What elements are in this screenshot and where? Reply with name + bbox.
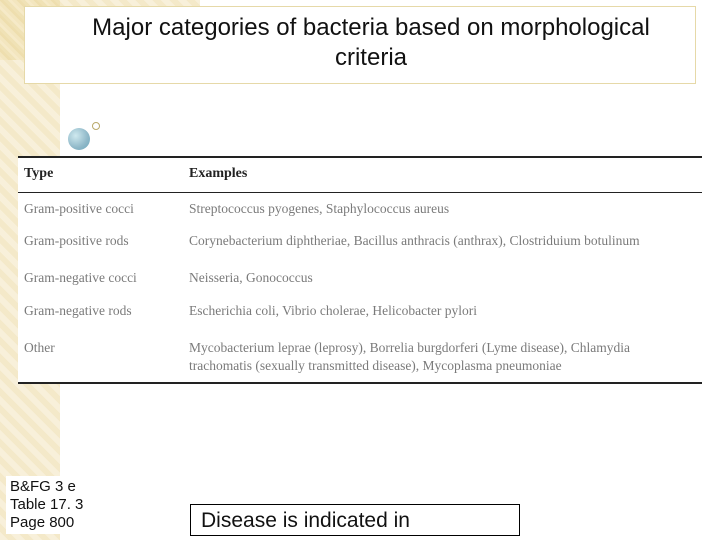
bullet-decoration xyxy=(68,128,96,156)
col-header-type: Type xyxy=(18,158,183,193)
bullet-dot-accent-icon xyxy=(92,122,100,130)
page-title: Major categories of bacteria based on mo… xyxy=(65,13,677,73)
cell-examples: Corynebacterium diphtheriae, Bacillus an… xyxy=(183,225,702,257)
source-line: Table 17. 3 xyxy=(10,496,83,514)
cell-examples: Escherichia coli, Vibrio cholerae, Helic… xyxy=(183,295,702,327)
cell-type: Gram-negative rods xyxy=(18,295,183,327)
note-text: Disease is indicated in xyxy=(201,509,410,532)
cell-examples: Neisseria, Gonococcus xyxy=(183,257,702,294)
source-citation: B&FG 3 e Table 17. 3 Page 800 xyxy=(6,476,87,534)
note-box: Disease is indicated in xyxy=(190,504,520,536)
cell-type: Gram-positive rods xyxy=(18,225,183,257)
cell-examples: Streptococcus pyogenes, Staphylococcus a… xyxy=(183,193,702,226)
title-box: Major categories of bacteria based on mo… xyxy=(24,6,696,84)
table-row: Other Mycobacterium leprae (leprosy), Bo… xyxy=(18,327,702,382)
cell-type: Gram-negative cocci xyxy=(18,257,183,294)
bullet-dot-icon xyxy=(68,128,90,150)
col-header-examples: Examples xyxy=(183,158,702,193)
table-row: Gram-negative cocci Neisseria, Gonococcu… xyxy=(18,257,702,294)
cell-type: Other xyxy=(18,327,183,382)
table-header-row: Type Examples xyxy=(18,158,702,193)
source-line: Page 800 xyxy=(10,514,83,532)
source-line: B&FG 3 e xyxy=(10,478,83,496)
bacteria-table: Type Examples Gram-positive cocci Strept… xyxy=(18,156,702,384)
cell-type: Gram-positive cocci xyxy=(18,193,183,226)
cell-examples: Mycobacterium leprae (leprosy), Borrelia… xyxy=(183,327,702,382)
slide: Major categories of bacteria based on mo… xyxy=(0,0,720,540)
table-row: Gram-negative rods Escherichia coli, Vib… xyxy=(18,295,702,327)
table-row: Gram-positive cocci Streptococcus pyogen… xyxy=(18,193,702,226)
table-row: Gram-positive rods Corynebacterium dipht… xyxy=(18,225,702,257)
